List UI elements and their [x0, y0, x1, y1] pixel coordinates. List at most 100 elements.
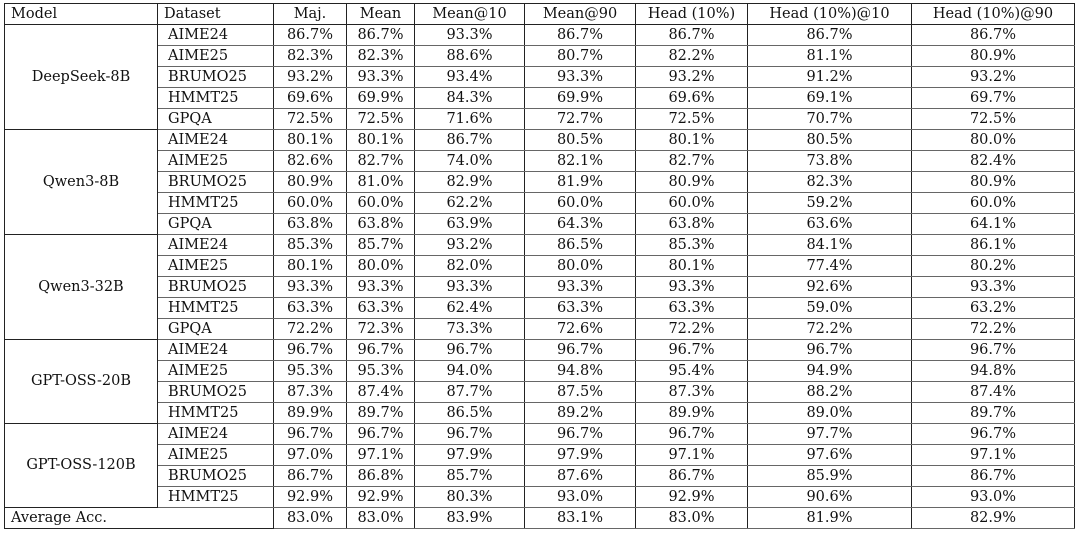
value-cell: 86.7%	[635, 24, 748, 46]
value-cell: 63.3%	[524, 297, 636, 319]
value-cell: 86.1%	[911, 234, 1075, 256]
value-cell: 97.1%	[911, 444, 1075, 466]
dataset-name: GPQA	[157, 108, 274, 130]
dataset-name: HMMT25	[157, 486, 274, 508]
value-cell: 96.7%	[273, 423, 347, 445]
table-row: GPT-OSS-120B AIME24 96.7% 96.7% 96.7% 96.7% 96…	[4, 423, 1075, 508]
value-cell: 93.2%	[273, 66, 347, 88]
average-cell: 83.0%	[273, 507, 347, 529]
value-cell: 77.4%	[747, 255, 912, 277]
value-cell: 85.9%	[747, 465, 912, 487]
value-cell: 69.6%	[273, 87, 347, 109]
average-cell: 83.0%	[635, 507, 748, 529]
value-cell: 80.2%	[911, 255, 1075, 277]
header-mean-at-90: Mean@90	[524, 3, 636, 25]
value-cell: 86.8%	[346, 465, 415, 487]
value-cell: 60.0%	[273, 192, 347, 214]
value-cell: 89.9%	[635, 402, 748, 424]
table-row: HMMT25 69.6% 69.9% 84.3% 69.9% 69.6% 69.1% 69.7…	[5, 87, 1075, 109]
value-cell: 63.2%	[911, 297, 1075, 319]
value-cell: 82.1%	[524, 150, 636, 172]
value-cell: 93.3%	[524, 66, 636, 88]
value-cell: 96.7%	[747, 339, 912, 361]
value-cell: 72.7%	[524, 108, 636, 130]
header-head-10-at-90: Head (10%)@90	[911, 3, 1075, 25]
value-cell: 94.9%	[747, 360, 912, 382]
value-cell: 85.7%	[414, 465, 525, 487]
dataset-name: AIME25	[157, 45, 274, 67]
value-cell: 96.7%	[524, 423, 636, 445]
header-model: Model	[4, 3, 158, 25]
value-cell: 85.3%	[635, 234, 748, 256]
table-row: HMMT25 63.3% 63.3% 62.4% 63.3% 63.3% 59.0% 63.2…	[5, 297, 1075, 319]
table-row: BRUMO25 87.3% 87.4% 87.7% 87.5% 87.3% 88.2% 87.…	[5, 381, 1075, 403]
value-cell: 94.0%	[414, 360, 525, 382]
value-cell: 72.5%	[346, 108, 415, 130]
value-cell: 93.2%	[911, 66, 1075, 88]
value-cell: 92.9%	[273, 486, 347, 508]
header-head-10-at-10: Head (10%)@10	[747, 3, 912, 25]
value-cell: 96.7%	[273, 339, 347, 361]
dataset-name: HMMT25	[157, 297, 274, 319]
value-cell: 95.4%	[635, 360, 748, 382]
value-cell: 82.6%	[273, 150, 347, 172]
value-cell: 63.3%	[346, 297, 415, 319]
value-cell: 97.7%	[747, 423, 912, 445]
value-cell: 93.3%	[346, 66, 415, 88]
average-row: Average Acc. 83.0% 83.0% 83.9% 83.1% 83.…	[4, 507, 1075, 529]
value-cell: 80.1%	[635, 255, 748, 277]
value-cell: 97.0%	[273, 444, 347, 466]
header-mean: Mean	[346, 3, 415, 25]
value-cell: 80.3%	[414, 486, 525, 508]
value-cell: 80.0%	[346, 255, 415, 277]
value-cell: 81.1%	[747, 45, 912, 67]
value-cell: 97.9%	[414, 444, 525, 466]
value-cell: 87.7%	[414, 381, 525, 403]
value-cell: 87.3%	[635, 381, 748, 403]
value-cell: 82.2%	[635, 45, 748, 67]
value-cell: 70.7%	[747, 108, 912, 130]
value-cell: 63.8%	[635, 213, 748, 235]
value-cell: 63.9%	[414, 213, 525, 235]
value-cell: 64.1%	[911, 213, 1075, 235]
dataset-name: HMMT25	[157, 192, 274, 214]
dataset-name: BRUMO25	[157, 66, 274, 88]
value-cell: 60.0%	[635, 192, 748, 214]
value-cell: 86.7%	[414, 129, 525, 151]
table-row: HMMT25 92.9% 92.9% 80.3% 93.0% 92.9% 90.6% 93.0…	[5, 486, 1075, 508]
value-cell: 93.2%	[635, 66, 748, 88]
value-cell: 96.7%	[414, 423, 525, 445]
value-cell: 93.3%	[346, 276, 415, 298]
value-cell: 88.6%	[414, 45, 525, 67]
average-cell: 81.9%	[747, 507, 912, 529]
value-cell: 64.3%	[524, 213, 636, 235]
header-row: Model Dataset Maj. Mean Mean@10 Mean@90 …	[4, 3, 1075, 25]
value-cell: 97.1%	[635, 444, 748, 466]
value-cell: 96.7%	[414, 339, 525, 361]
value-cell: 72.2%	[635, 318, 748, 340]
value-cell: 97.9%	[524, 444, 636, 466]
table-row: BRUMO25 86.7% 86.8% 85.7% 87.6% 86.7% 85.9% 86.…	[5, 465, 1075, 487]
value-cell: 93.3%	[524, 276, 636, 298]
value-cell: 80.5%	[524, 129, 636, 151]
dataset-name: AIME25	[157, 255, 274, 277]
dataset-name: HMMT25	[157, 402, 274, 424]
dataset-name: AIME25	[157, 150, 274, 172]
dataset-name: AIME25	[157, 360, 274, 382]
value-cell: 95.3%	[273, 360, 347, 382]
value-cell: 94.8%	[524, 360, 636, 382]
table-row: AIME25 95.3% 95.3% 94.0% 94.8% 95.4% 94.9% 94.8…	[5, 360, 1075, 382]
table-row: HMMT25 60.0% 60.0% 62.2% 60.0% 60.0% 59.2% 60.0…	[5, 192, 1075, 214]
value-cell: 92.9%	[635, 486, 748, 508]
dataset-name: GPQA	[157, 213, 274, 235]
value-cell: 96.7%	[635, 423, 748, 445]
value-cell: 82.3%	[747, 171, 912, 193]
table-row: HMMT25 89.9% 89.7% 86.5% 89.2% 89.9% 89.0% 89.7…	[5, 402, 1075, 424]
value-cell: 86.7%	[911, 24, 1075, 46]
value-cell: 90.6%	[747, 486, 912, 508]
value-cell: 63.8%	[346, 213, 415, 235]
value-cell: 80.9%	[911, 171, 1075, 193]
value-cell: 80.9%	[273, 171, 347, 193]
value-cell: 69.7%	[911, 87, 1075, 109]
value-cell: 81.9%	[524, 171, 636, 193]
